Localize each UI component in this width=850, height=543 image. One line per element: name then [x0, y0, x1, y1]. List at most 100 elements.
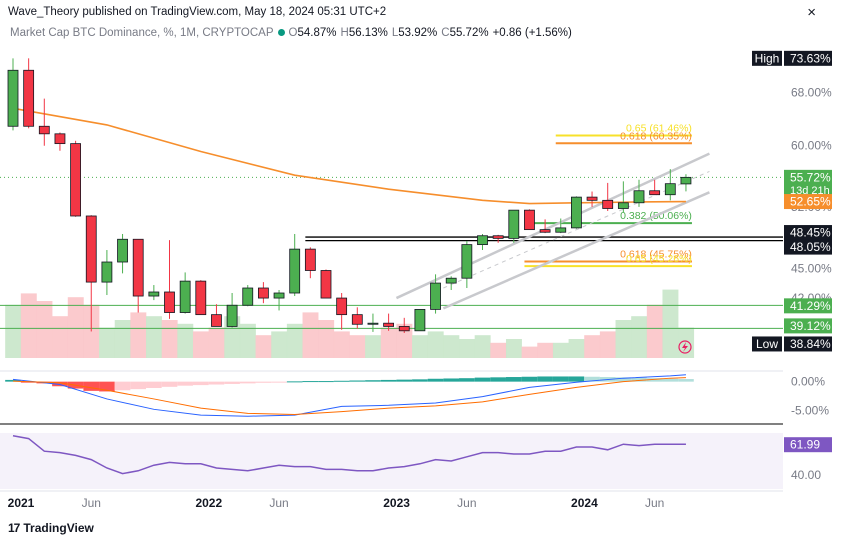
volume-bar	[459, 339, 475, 358]
volume-bar	[333, 331, 350, 358]
volume-bar	[615, 320, 632, 358]
candle-body	[320, 270, 332, 299]
candle-body	[602, 199, 614, 209]
candle-body	[85, 215, 97, 283]
macd-histogram-bar	[208, 381, 225, 385]
candle-body	[617, 202, 629, 209]
candle-body	[242, 287, 254, 306]
macd-histogram-bar	[412, 379, 428, 382]
price-label-value: 48.45%	[790, 226, 831, 240]
rsi-band	[0, 433, 783, 489]
price-label-tag-text: High	[755, 51, 780, 65]
rsi-line	[12, 435, 686, 475]
close-icon[interactable]: ×	[807, 4, 816, 21]
macd-histogram-bar	[443, 378, 460, 382]
price-label-value: 55.72%	[790, 170, 831, 184]
symbol-legend: Market Cap BTC Dominance, %, 1M, CRYPTOC…	[10, 27, 572, 39]
price-label-tag-text: Low	[756, 337, 778, 351]
close-value: 55.72%	[449, 27, 489, 39]
open-label: O	[288, 27, 298, 39]
low-label: L	[391, 27, 399, 39]
close-label: C	[441, 27, 450, 39]
candle-body	[148, 291, 160, 297]
volume-bar	[474, 335, 491, 358]
market-status-icon	[277, 29, 285, 36]
price-label-box	[784, 298, 832, 314]
candle-body	[164, 291, 175, 313]
price-label-countdown: 13d 21h	[790, 185, 830, 197]
price-label-box	[784, 336, 832, 352]
volume-bar	[584, 335, 601, 358]
volume-bar	[318, 320, 335, 358]
tradingview-logo-icon: 17	[8, 521, 20, 535]
price-label-value: 39.12%	[790, 319, 831, 333]
volume-bar	[662, 289, 679, 358]
candle-body	[257, 287, 269, 299]
x-axis-label: Jun	[457, 496, 476, 510]
volume-bar	[631, 316, 648, 358]
volume-bar	[552, 342, 569, 358]
macd-histogram-bar	[130, 381, 147, 390]
volume-bar	[412, 335, 429, 358]
candle-body	[445, 277, 457, 284]
price-label-box	[784, 225, 832, 241]
x-axis-label: Jun	[645, 496, 664, 510]
high-label: H	[340, 27, 349, 39]
volume-bar	[286, 323, 303, 358]
candle-body	[586, 196, 598, 201]
macd-histogram-bar	[521, 376, 538, 382]
candle-body	[7, 69, 19, 127]
low-value: 53.92%	[398, 27, 438, 39]
price-label-box	[784, 169, 832, 198]
candle-body	[211, 314, 222, 327]
candle-body	[649, 190, 661, 196]
macd-histogram-bar	[146, 381, 162, 388]
symbol-name: Market Cap BTC Dominance, %, 1M, CRYPTOC…	[10, 27, 274, 39]
volume-bar	[646, 304, 663, 358]
volume-bar	[177, 323, 194, 358]
channel-line	[395, 152, 710, 300]
price-label-box	[784, 239, 832, 255]
volume-bar	[130, 312, 147, 358]
macd-histogram-bar	[631, 377, 647, 382]
price-label-box	[784, 50, 832, 66]
volume-bar	[208, 327, 225, 358]
candle-body	[633, 190, 645, 204]
brand-name: TradingView	[23, 521, 94, 535]
macd-histogram-bar	[678, 379, 694, 382]
x-axis-label: 2024	[571, 496, 598, 510]
volume-bar	[114, 320, 131, 358]
candle-body	[117, 238, 128, 263]
moving-average-line	[12, 107, 686, 205]
macd-histogram-bar	[568, 376, 585, 382]
volume-bar	[99, 327, 116, 358]
candle-body	[195, 280, 207, 316]
candle-body	[555, 227, 567, 233]
volume-bar	[568, 339, 585, 358]
macd-histogram-bar	[365, 380, 381, 382]
macd-histogram-bar	[161, 381, 178, 387]
price-label-value: 73.63%	[790, 51, 831, 65]
candle-body	[664, 183, 676, 196]
volume-bar	[146, 316, 162, 358]
macd-histogram-bar	[271, 381, 287, 383]
candle-body	[398, 326, 410, 332]
macd-line	[12, 374, 686, 417]
candle-body	[226, 304, 238, 327]
price-label-box	[784, 194, 832, 210]
rsi-value-box	[784, 437, 832, 453]
publisher-line: Wave_Theory published on TradingView.com…	[8, 6, 387, 18]
candle-body	[179, 280, 191, 313]
macd-histogram-bar	[52, 381, 68, 387]
macd-histogram-bar	[224, 381, 240, 384]
volume-bar	[302, 312, 319, 358]
volume-bar	[599, 331, 616, 358]
macd-histogram-bar	[537, 376, 553, 382]
volume-bar	[161, 320, 178, 358]
volume-bar	[521, 346, 538, 358]
candle-body	[70, 143, 81, 217]
macd-histogram-bar	[396, 379, 413, 382]
rsi-value-label: 61.99	[790, 438, 820, 452]
candle-body	[571, 196, 582, 229]
